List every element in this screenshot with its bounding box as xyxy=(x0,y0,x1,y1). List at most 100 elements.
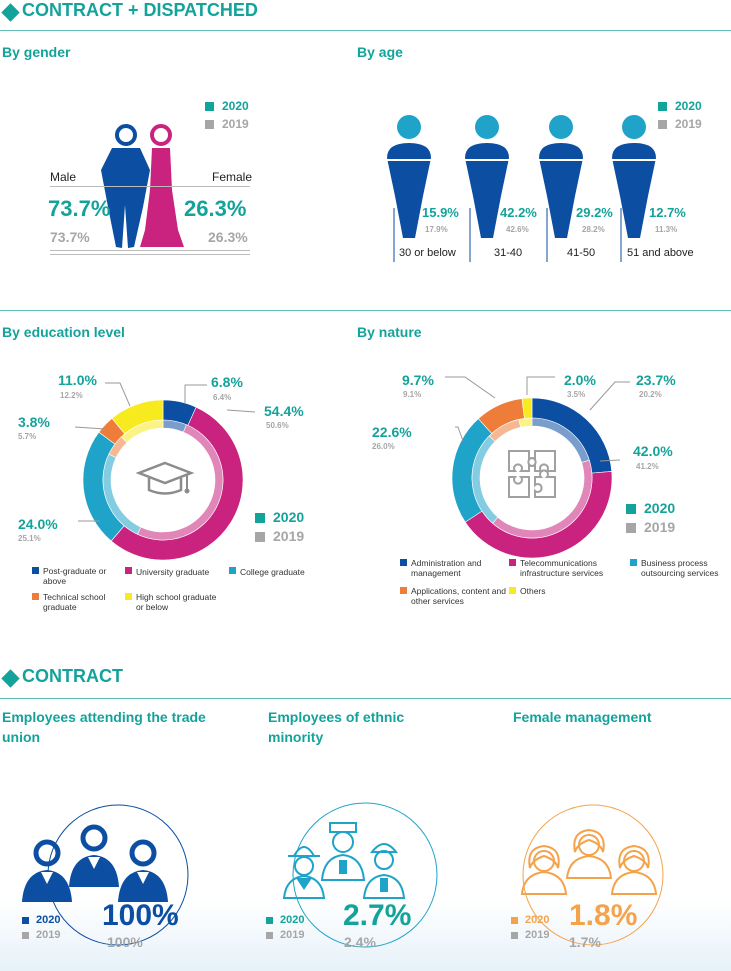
age-2-2019: 28.2% xyxy=(582,225,605,234)
union-legend-2020: 2020 xyxy=(22,914,60,926)
age-0-2020: 15.9% xyxy=(422,205,459,220)
female-mgmt-title: Female management xyxy=(513,709,652,725)
ethnic-legend-2020: 2020 xyxy=(266,914,304,926)
nature-title: By nature xyxy=(357,324,422,340)
union-2019-value: 100% xyxy=(107,934,143,950)
age-label-2: 41-50 xyxy=(567,247,596,259)
section-title: CONTRACT + DISPATCHED xyxy=(22,0,258,20)
nat-legend-swatch-3 xyxy=(400,587,407,594)
edu-2-2020: 24.0% xyxy=(18,516,58,532)
nat-legend-swatch-4 xyxy=(509,587,516,594)
bottom-fade xyxy=(0,900,731,971)
edu-legend-swatch-1 xyxy=(125,567,132,574)
edu-legend-swatch-2 xyxy=(229,567,236,574)
edu-4-2020: 11.0% xyxy=(58,372,97,388)
nat-legend-swatch-0 xyxy=(400,559,407,566)
edu-3-2019: 5.7% xyxy=(18,432,37,441)
nat-legend-swatch-2 xyxy=(630,559,637,566)
age-legend-2020: 2020 xyxy=(658,99,702,113)
age-label-3: 51 and above xyxy=(627,247,694,259)
age-1-2019: 42.6% xyxy=(506,225,529,234)
edu-legend-item-3: Technical school graduate xyxy=(43,592,106,612)
age-title: By age xyxy=(357,44,403,60)
male-2019-value: 73.7% xyxy=(50,229,90,245)
nature-donut-chart xyxy=(451,397,613,559)
age-3-2020: 12.7% xyxy=(649,205,686,220)
ethnic-2019-value: 2.4% xyxy=(344,934,376,950)
edu-1-2019: 50.6% xyxy=(266,421,289,430)
nat-legend-item-0: Administration and management xyxy=(411,558,482,578)
edu-3-2020: 3.8% xyxy=(18,414,50,430)
education-2019-slice-4 xyxy=(120,419,164,443)
ethnic-2020-value: 2.7% xyxy=(343,899,412,932)
nat-legend-item-2: Business process outsourcing services xyxy=(641,558,719,578)
edu-2-2019: 25.1% xyxy=(18,534,41,543)
edu-legend-2019: 2019 xyxy=(255,528,304,544)
age-legend-2019: 2019 xyxy=(658,117,702,131)
nat-4-2020: 2.0% xyxy=(564,372,596,388)
union-2020-value: 100% xyxy=(102,899,179,932)
edu-0-2019: 6.4% xyxy=(213,393,232,402)
nat-legend-swatch-1 xyxy=(509,559,516,566)
age-3-2019: 11.3% xyxy=(655,225,678,234)
nat-3-2020: 9.7% xyxy=(402,372,434,388)
nat-0-2020: 23.7% xyxy=(636,372,676,388)
graduation-cap-icon xyxy=(135,461,195,495)
contract-rule xyxy=(0,698,731,699)
edu-legend-2020: 2020 xyxy=(255,509,304,525)
nat-legend-item-3: Applications, content and other services xyxy=(411,586,506,606)
legend-2020: 2020 xyxy=(205,99,249,113)
edu-legend-item-0: Post-graduate or above xyxy=(43,566,107,586)
female-2020-value: 26.3% xyxy=(184,196,247,221)
nat-3-2019: 9.1% xyxy=(403,390,422,399)
edu-legend-swatch-3 xyxy=(32,593,39,600)
nature-2019-slice-4 xyxy=(518,417,533,428)
age-label-0: 30 or below xyxy=(399,247,456,259)
puzzle-icon xyxy=(508,450,556,498)
gender-bottom-line-2 xyxy=(50,254,250,255)
nat-0-2019: 20.2% xyxy=(639,390,662,399)
gender-top-line xyxy=(50,186,250,187)
legend-2019: 2019 xyxy=(205,117,249,131)
nat-4-2019: 3.5% xyxy=(567,390,586,399)
edu-4-2019: 12.2% xyxy=(60,391,83,400)
gender-title: By gender xyxy=(2,44,71,60)
divider xyxy=(0,310,731,311)
female-legend-2019: 2019 xyxy=(511,929,549,941)
edu-legend-item-4: High school graduate or below xyxy=(136,592,217,612)
edu-legend-item-2: College graduate xyxy=(240,567,305,577)
nat-legend-item-4: Others xyxy=(520,586,546,596)
nat-legend-2020: 2020 xyxy=(626,500,675,516)
age-2-2020: 29.2% xyxy=(576,205,613,220)
male-label: Male xyxy=(50,170,77,184)
age-1-2020: 42.2% xyxy=(500,205,537,220)
female-legend-2020: 2020 xyxy=(511,914,549,926)
ethnic-title: Employees of ethnic minority xyxy=(268,709,405,745)
nat-2-2019: 26.0% xyxy=(372,442,395,451)
nat-legend-2019: 2019 xyxy=(626,519,675,535)
male-2020-value: 73.7% xyxy=(48,196,111,221)
section-rule xyxy=(0,30,731,31)
edu-1-2020: 54.4% xyxy=(264,403,304,419)
union-title: Employees attending the trade union xyxy=(2,709,206,745)
education-title: By education level xyxy=(2,324,125,340)
nat-2-2020: 22.6% xyxy=(372,424,412,440)
female-mgmt-2020-value: 1.8% xyxy=(569,899,638,932)
gender-bottom-line xyxy=(50,250,250,251)
female-mgmt-2019-value: 1.7% xyxy=(569,934,601,950)
age-0-2019: 17.9% xyxy=(425,225,448,234)
edu-legend-swatch-4 xyxy=(125,593,132,600)
edu-legend-swatch-0 xyxy=(32,567,39,574)
ethnic-legend-2019: 2019 xyxy=(266,929,304,941)
edu-legend-item-1: University graduate xyxy=(136,567,210,577)
female-label: Female xyxy=(212,170,253,184)
contract-section-title: CONTRACT xyxy=(22,666,123,686)
nat-1-2019: 41.2% xyxy=(636,462,659,471)
